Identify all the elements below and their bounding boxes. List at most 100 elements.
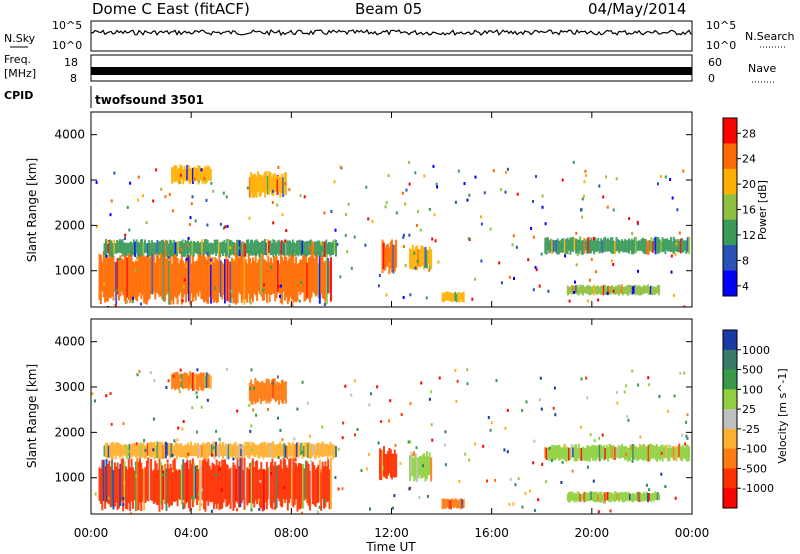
heatmap-cell [189,167,192,185]
heatmap-speckle [482,444,485,448]
heatmap-cell [254,444,257,458]
heatmap-cell [613,286,616,295]
heatmap-speckle [532,199,534,203]
heatmap-cell [263,239,266,256]
heatmap-speckle [630,446,633,450]
heatmap-cell [116,258,119,295]
heatmap-cell [580,240,583,255]
heatmap-speckle [176,438,179,442]
heatmap-cell [250,379,253,404]
heatmap-cell [106,241,109,254]
heatmap-cell [322,442,325,458]
heatmap-cell [247,442,250,458]
heatmap-cell [205,167,208,183]
heatmap-cell [124,443,127,457]
freq-tick-bottom: 8 [70,72,77,85]
heatmap-speckle [535,268,538,272]
heatmap-cell [123,461,126,502]
heatmap-cell [222,459,225,503]
heatmap-cell [99,468,102,504]
heatmap-speckle [686,437,689,440]
heatmap-cell [594,445,597,462]
heatmap-speckle [685,420,688,424]
heatmap-cell [275,255,278,299]
heatmap-cell [629,444,632,461]
heatmap-cell [381,239,384,274]
heatmap-cell [644,286,647,294]
heatmap-cell [384,453,387,478]
heatmap-speckle [456,379,459,383]
heatmap-cell [189,460,192,512]
heatmap-cell [625,239,628,253]
heatmap-speckle [149,371,152,375]
x-tick-label: 16:00 [474,526,509,540]
heatmap-speckle [205,198,208,202]
heatmap-cell [121,445,124,458]
heatmap-cell [554,445,556,461]
heatmap-cell [154,460,157,503]
heatmap-cell [224,459,226,500]
heatmap-speckle [198,179,201,183]
heatmap-speckle [576,252,579,256]
heatmap-cell [572,285,575,293]
heatmap-cell [176,371,179,389]
heatmap-cell [187,165,190,183]
heatmap-speckle [554,413,557,417]
heatmap-cell [171,242,174,257]
heatmap-cell [638,492,641,502]
heatmap-cell [639,445,642,459]
heatmap-cell [626,240,629,253]
heatmap-cell [176,241,178,256]
heatmap-cell [117,442,120,456]
heatmap-cell [317,464,320,503]
colorbar-swatch [723,409,737,430]
power-heatmap [95,160,691,307]
heatmap-cell [595,446,598,460]
heatmap-speckle [581,197,584,201]
heatmap-speckle [380,420,383,423]
colorbar-swatch [723,118,737,144]
heatmap-cell [244,259,247,300]
heatmap-cell [310,460,313,499]
heatmap-cell [280,173,283,194]
heatmap-cell [650,443,653,459]
heatmap-cell [641,286,644,295]
heatmap-speckle [191,195,194,199]
colorbar-tick-label: 1000 [742,344,770,357]
heatmap-cell [418,249,421,268]
heatmap-cell [159,462,162,505]
heatmap-cell [290,445,293,456]
heatmap-speckle [233,258,236,262]
heatmap-cell [457,500,460,509]
heatmap-cell [275,177,278,193]
heatmap-cell [242,254,245,300]
y-tick-label: 3000 [54,380,85,394]
heatmap-cell [598,241,601,254]
heatmap-cell [584,240,587,251]
heatmap-cell [549,446,552,461]
heatmap-cell [191,255,194,302]
heatmap-speckle [391,506,394,510]
heatmap-speckle [281,438,284,442]
heatmap-cell [269,172,272,192]
heatmap-speckle [515,245,518,249]
freq-label: Freq. [4,53,31,66]
heatmap-cell [296,442,298,457]
heatmap-speckle [277,486,280,490]
heatmap-cell [630,444,633,458]
heatmap-speckle [341,487,344,491]
heatmap-cell [137,442,139,456]
heatmap-cell [134,443,137,457]
heatmap-cell [459,498,462,510]
heatmap-speckle [281,213,284,217]
heatmap-cell [204,257,207,301]
heatmap-speckle [96,225,98,229]
heatmap-cell [152,253,155,292]
heatmap-cell [316,442,319,455]
heatmap-speckle [664,485,667,489]
heatmap-cell [575,238,577,254]
heatmap-cell [644,446,647,461]
heatmap-cell [130,445,132,459]
heatmap-cell [289,458,292,499]
heatmap-cell [155,255,158,293]
